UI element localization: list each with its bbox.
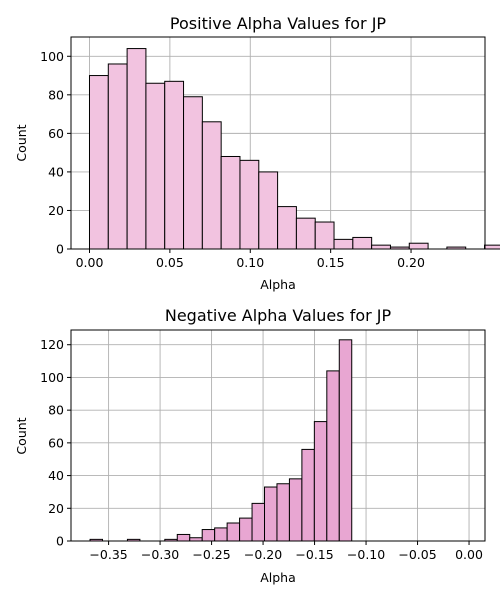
histogram-bar: [408, 242, 429, 250]
y-tick-label: 40: [48, 164, 64, 179]
histogram-bar: [295, 217, 316, 250]
y-tick-label: 100: [40, 370, 64, 385]
histogram-bar: [107, 63, 128, 250]
x-axis-label: Alpha: [260, 277, 296, 292]
histogram-bar: [288, 478, 303, 542]
histogram-bar: [264, 486, 278, 542]
y-tick-label: 120: [40, 337, 64, 352]
x-tick-label: −0.15: [295, 547, 333, 562]
x-tick-label: 0.00: [455, 547, 483, 562]
x-tick-label: 0.10: [236, 255, 264, 270]
negative-alpha-histogram: Negative Alpha Values for JP Alpha Count…: [14, 306, 486, 585]
y-tick-label: 0: [56, 534, 64, 549]
chart-title: Negative Alpha Values for JP: [165, 306, 392, 325]
histogram-bar: [352, 236, 373, 250]
histogram-bar: [258, 171, 279, 250]
plot-frame: [70, 329, 486, 542]
histogram-bar: [183, 96, 203, 250]
x-tick-label: −0.05: [398, 547, 436, 562]
bars: [89, 339, 353, 542]
histogram-bar: [301, 448, 315, 542]
x-tick-label: −0.35: [89, 547, 127, 562]
histogram-bar: [277, 206, 297, 250]
x-tick-label: −0.20: [244, 547, 282, 562]
histogram-bar: [88, 75, 109, 250]
y-tick-label: 80: [48, 87, 64, 102]
histogram-bar: [239, 159, 260, 250]
x-axis-label: Alpha: [260, 570, 296, 585]
histogram-bar: [338, 339, 353, 542]
histogram-bar: [326, 370, 340, 542]
histogram-bar: [239, 517, 253, 542]
histogram-bar: [201, 529, 216, 542]
y-tick-label: 20: [48, 203, 64, 218]
x-tick-label: 0.20: [397, 255, 425, 270]
histogram-bar: [484, 244, 500, 250]
histogram-bar: [333, 238, 354, 250]
y-tick-label: 60: [48, 435, 64, 450]
x-tick-label: 0.05: [156, 255, 184, 270]
histogram-bar: [251, 502, 266, 542]
x-tick-label: 0.15: [317, 255, 345, 270]
y-tick-label: 80: [48, 403, 64, 418]
histogram-bar: [126, 48, 147, 250]
y-tick-label: 0: [56, 242, 64, 257]
histogram-bar: [145, 82, 166, 250]
y-tick-label: 40: [48, 468, 64, 483]
histogram-bar: [371, 244, 391, 250]
y-tick-label: 60: [48, 126, 64, 141]
histogram-bar: [276, 483, 290, 542]
y-tick-label: 100: [40, 49, 64, 64]
y-axis-label: Count: [14, 124, 29, 161]
plot-frame: [70, 36, 486, 250]
x-tick-label: −0.30: [141, 547, 179, 562]
histogram-bar: [220, 155, 241, 250]
histogram-bar: [314, 221, 335, 250]
histogram-bar: [164, 80, 185, 250]
x-tick-label: −0.25: [192, 547, 230, 562]
histogram-bar: [226, 522, 241, 542]
bars: [88, 48, 500, 250]
histogram-bar: [313, 421, 328, 542]
positive-alpha-histogram: Positive Alpha Values for JP Alpha Count…: [14, 14, 500, 292]
histogram-bar: [201, 121, 222, 250]
x-tick-label: −0.10: [347, 547, 385, 562]
histogram-bar: [214, 527, 228, 542]
y-axis-label: Count: [14, 417, 29, 454]
y-tick-label: 20: [48, 501, 64, 516]
histogram-bar: [176, 533, 191, 542]
chart-title: Positive Alpha Values for JP: [170, 14, 387, 33]
x-tick-label: 0.00: [76, 255, 104, 270]
